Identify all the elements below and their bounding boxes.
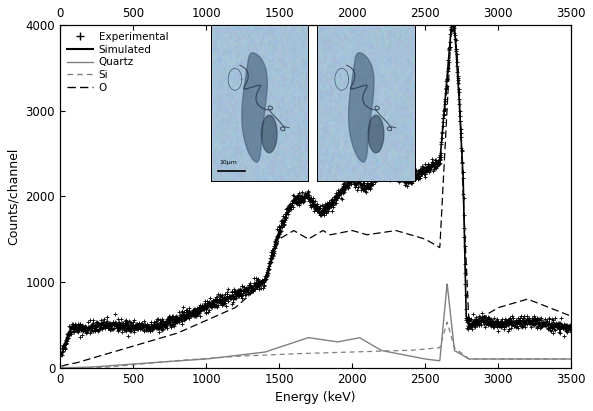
O (553, 308, 560, 313)
O (568, 314, 575, 319)
Quartz (444, 282, 451, 286)
Polygon shape (242, 53, 267, 162)
Experimental (306, 198, 313, 203)
Simulated (292, 197, 299, 202)
Si (568, 356, 575, 361)
Experimental (451, 18, 458, 23)
Si (460, 352, 467, 357)
Si (58, 365, 65, 370)
Line: Quartz: Quartz (62, 284, 571, 367)
O (460, 193, 467, 198)
Experimental (292, 194, 299, 199)
Legend: Experimental, Simulated, Quartz, Si, O: Experimental, Simulated, Quartz, Si, O (65, 30, 170, 95)
Experimental (84, 328, 91, 333)
Experimental (460, 192, 467, 196)
Experimental (58, 353, 65, 358)
O (292, 229, 299, 234)
Quartz (568, 357, 575, 362)
Quartz (58, 365, 65, 370)
Line: O: O (62, 25, 571, 366)
Line: Si: Si (62, 322, 571, 367)
Experimental (58, 352, 65, 357)
Si (292, 351, 299, 356)
Text: 10μm: 10μm (219, 159, 237, 165)
Polygon shape (262, 115, 277, 153)
Quartz (460, 353, 467, 358)
Polygon shape (349, 53, 374, 162)
Si (444, 320, 451, 325)
Simulated (460, 176, 467, 181)
Quartz (553, 357, 560, 362)
Quartz (553, 357, 560, 362)
Simulated (306, 195, 313, 200)
X-axis label: Energy (keV): Energy (keV) (275, 391, 356, 404)
Polygon shape (368, 115, 384, 153)
O (553, 308, 560, 313)
Y-axis label: Counts/channel: Counts/channel (7, 148, 20, 245)
O (448, 22, 455, 27)
O (306, 236, 313, 241)
Si (84, 365, 91, 370)
O (84, 357, 91, 362)
Si (553, 356, 560, 361)
Quartz (306, 335, 313, 340)
Line: Simulated: Simulated (62, 25, 571, 356)
Quartz (292, 339, 299, 344)
Experimental (553, 325, 560, 330)
Simulated (553, 324, 560, 329)
Si (553, 356, 560, 361)
Si (306, 351, 313, 356)
Simulated (553, 324, 560, 329)
Quartz (84, 365, 91, 370)
Simulated (58, 353, 65, 358)
Simulated (84, 326, 91, 330)
Line: Experimental: Experimental (60, 18, 573, 357)
Simulated (448, 22, 455, 27)
O (58, 364, 65, 369)
Experimental (553, 323, 560, 328)
Simulated (568, 327, 575, 332)
Experimental (568, 329, 575, 334)
